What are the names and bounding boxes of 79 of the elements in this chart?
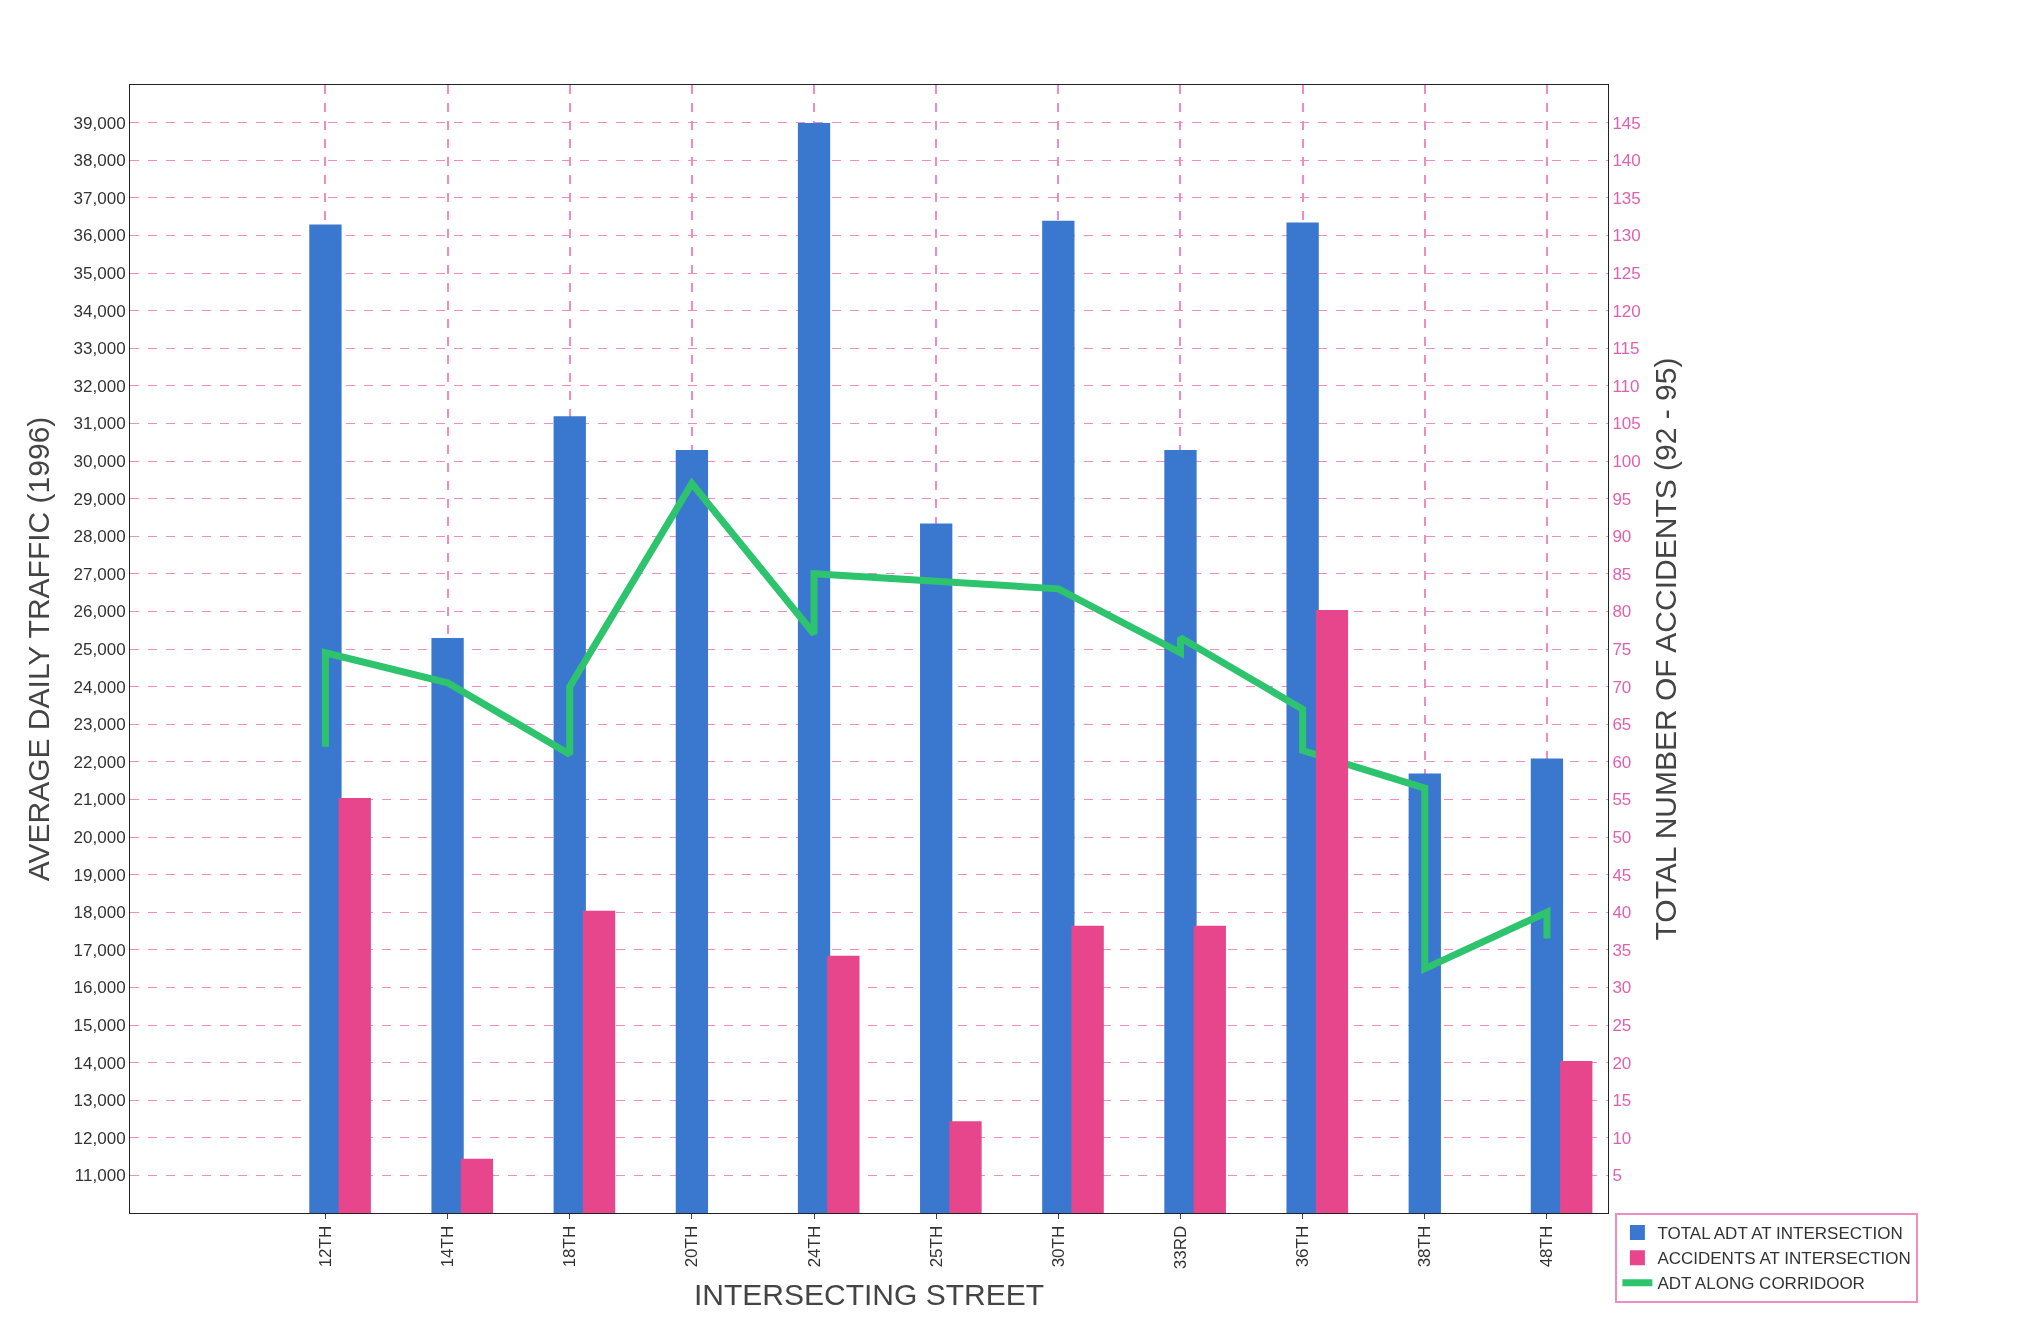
- y2-tick-label: 120: [1612, 301, 1641, 321]
- y2-tick-label: 115: [1612, 339, 1640, 359]
- bar: [827, 955, 860, 1213]
- y-tick-label: 20,000: [73, 827, 126, 847]
- legend-label: TOTAL ADT AT INTERSECTION: [1657, 1224, 1903, 1244]
- y-tick-label: 34,000: [73, 301, 126, 321]
- y-tick-label: 18,000: [73, 903, 126, 923]
- x-tick-label: 25TH: [926, 1225, 946, 1268]
- y2-tick-label: 145: [1612, 113, 1641, 133]
- y-tick-label: 32,000: [73, 376, 126, 396]
- x-tick-label: 30TH: [1048, 1225, 1068, 1268]
- y-tick-label: 22,000: [73, 752, 126, 772]
- x-tick-label: 18TH: [560, 1225, 580, 1268]
- x-tick-label: 38TH: [1415, 1225, 1435, 1268]
- y2-tick-label: 100: [1612, 451, 1641, 471]
- x-tick-label: 36TH: [1293, 1225, 1313, 1268]
- y-tick-label: 15,000: [73, 1015, 126, 1035]
- y-tick-label: 28,000: [73, 527, 126, 547]
- x-tick-label: 14TH: [438, 1225, 458, 1268]
- y-tick-label: 37,000: [73, 188, 126, 208]
- y-tick-label: 31,000: [73, 414, 126, 434]
- y-tick-label: 17,000: [73, 940, 126, 960]
- y-tick-label: 39,000: [73, 113, 126, 133]
- y2-axis-title: TOTAL NUMBER OF ACCIDENTS (92 - 95): [1649, 357, 1683, 941]
- y-tick-label: 35,000: [73, 263, 126, 283]
- y-tick-label: 24,000: [73, 677, 126, 697]
- y2-tick-label: 105: [1612, 414, 1641, 434]
- y-tick-label: 11,000: [74, 1166, 126, 1186]
- y-axis-title: AVERAGE DAILY TRAFFIC (1996): [21, 416, 55, 882]
- y2-tick-label: 85: [1612, 564, 1632, 584]
- y-tick-label: 12,000: [73, 1128, 126, 1148]
- y-tick-label: 36,000: [73, 226, 126, 246]
- y2-tick-label: 65: [1612, 715, 1632, 735]
- y-tick-label: 14,000: [73, 1053, 126, 1073]
- x-tick-label: 12TH: [315, 1225, 335, 1268]
- y2-tick-label: 15: [1612, 1091, 1632, 1111]
- y2-tick-label: 10: [1612, 1128, 1632, 1148]
- y2-tick-label: 40: [1612, 903, 1632, 923]
- y-tick-label: 25,000: [73, 639, 126, 659]
- bar: [949, 1121, 982, 1213]
- y2-tick-label: 35: [1612, 940, 1632, 960]
- y-tick-label: 30,000: [73, 451, 126, 471]
- y2-tick-label: 60: [1612, 752, 1632, 772]
- legend-label: ADT ALONG CORRIDOOR: [1657, 1274, 1865, 1294]
- x-tick-label: 33RD: [1171, 1225, 1191, 1270]
- y-tick-label: 33,000: [73, 339, 126, 359]
- y2-tick-label: 80: [1612, 602, 1632, 622]
- y2-tick-label: 90: [1612, 527, 1632, 547]
- y2-tick-label: 5: [1612, 1166, 1622, 1186]
- x-tick-label: 20TH: [682, 1225, 702, 1268]
- y-tick-label: 27,000: [73, 564, 126, 584]
- y-tick-label: 38,000: [73, 151, 126, 171]
- y2-tick-label: 140: [1612, 151, 1641, 171]
- x-tick-label: 48TH: [1537, 1225, 1557, 1268]
- y-tick-label: 13,000: [73, 1091, 126, 1111]
- y2-tick-label: 45: [1612, 865, 1632, 885]
- y-tick-label: 16,000: [73, 978, 126, 998]
- y2-tick-label: 55: [1612, 790, 1632, 810]
- y-tick-label: 21,000: [73, 790, 126, 810]
- y2-tick-label: 50: [1612, 827, 1632, 847]
- y2-tick-label: 110: [1612, 376, 1640, 396]
- x-axis-title: INTERSECTING STREET: [693, 1277, 1045, 1311]
- y-tick-label: 23,000: [73, 715, 126, 735]
- y2-tick-label: 20: [1612, 1053, 1632, 1073]
- y-tick-label: 26,000: [73, 602, 126, 622]
- y2-tick-label: 70: [1612, 677, 1632, 697]
- y2-tick-label: 30: [1612, 978, 1632, 998]
- y-tick-label: 29,000: [73, 489, 126, 509]
- legend-label: ACCIDENTS AT INTERSECTION: [1657, 1249, 1911, 1269]
- y2-tick-label: 125: [1612, 263, 1641, 283]
- y2-tick-label: 135: [1612, 188, 1641, 208]
- y2-tick-label: 75: [1612, 639, 1632, 659]
- y-tick-label: 19,000: [73, 865, 126, 885]
- y2-tick-label: 95: [1612, 489, 1632, 509]
- y2-tick-label: 25: [1612, 1015, 1632, 1035]
- bar: [1071, 925, 1104, 1213]
- y2-tick-label: 130: [1612, 226, 1641, 246]
- x-tick-label: 24TH: [804, 1225, 824, 1268]
- bar: [460, 1158, 494, 1213]
